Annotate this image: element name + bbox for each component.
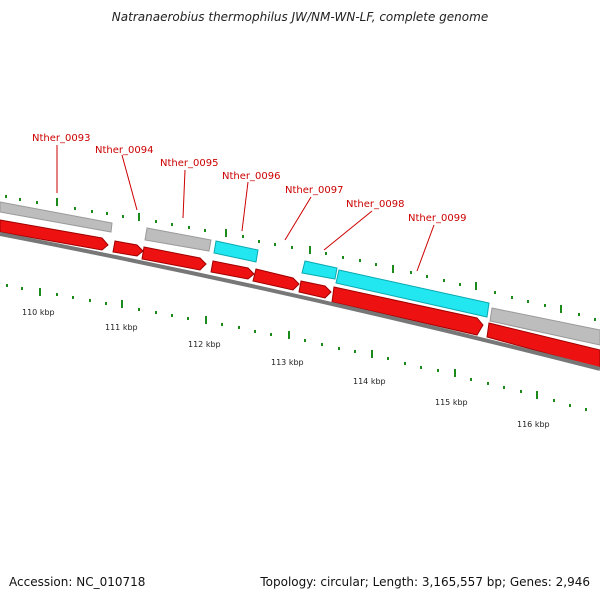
- gene-labels: Nther_0093 Nther_0094 Nther_0095 Nther_0…: [32, 133, 466, 224]
- scale-label: 110 kbp: [22, 308, 55, 317]
- gene-label-nther-0095[interactable]: Nther_0095: [160, 158, 218, 169]
- lower-tick-row: [6, 284, 587, 411]
- outer-gray-track: [0, 201, 600, 346]
- gene-label-nther-0098[interactable]: Nther_0098: [346, 199, 404, 210]
- scale-label: 111 kbp: [105, 323, 138, 332]
- gene-label-nther-0093[interactable]: Nther_0093: [32, 133, 90, 144]
- gene-label-nther-0094[interactable]: Nther_0094: [95, 145, 153, 156]
- cds-arrow: [112, 240, 144, 257]
- gene-label-nther-0099[interactable]: Nther_0099: [408, 213, 466, 224]
- cds-arrow: [0, 219, 109, 251]
- outer-gray-bar: [489, 307, 600, 346]
- genome-backbone: [0, 232, 600, 371]
- cds-arrow: [252, 268, 300, 291]
- topology-label: Topology: circular; Length: 3,165,557 bp…: [260, 575, 590, 589]
- scale-label: 114 kbp: [353, 377, 386, 386]
- scale-labels: 110 kbp 111 kbp 112 kbp 113 kbp 114 kbp …: [22, 308, 550, 429]
- gene-leader-lines: [56, 145, 435, 272]
- upper-tick-row: [5, 195, 596, 321]
- map-title: Natranaerobius thermophilus JW/NM-WN-LF,…: [111, 10, 489, 24]
- cds-arrow: [331, 286, 484, 336]
- gene-label-nther-0097[interactable]: Nther_0097: [285, 185, 343, 196]
- red-cds-track: [0, 219, 600, 369]
- cds-arrow: [298, 280, 332, 299]
- cyan-feature: [301, 260, 338, 280]
- accession-label: Accession: NC_010718: [9, 575, 146, 589]
- scale-label: 116 kbp: [517, 420, 550, 429]
- cds-arrow: [486, 322, 600, 369]
- cyan-feature: [335, 269, 490, 318]
- outer-gray-bar: [144, 227, 212, 252]
- cds-arrow: [210, 260, 255, 280]
- scale-label: 113 kbp: [271, 358, 304, 367]
- gene-label-nther-0096[interactable]: Nther_0096: [222, 171, 280, 182]
- cyan-track: [213, 240, 490, 318]
- outer-gray-bar: [0, 201, 113, 233]
- scale-label: 112 kbp: [188, 340, 221, 349]
- cyan-feature: [213, 240, 259, 263]
- scale-label: 115 kbp: [435, 398, 468, 407]
- cds-arrow: [141, 246, 207, 271]
